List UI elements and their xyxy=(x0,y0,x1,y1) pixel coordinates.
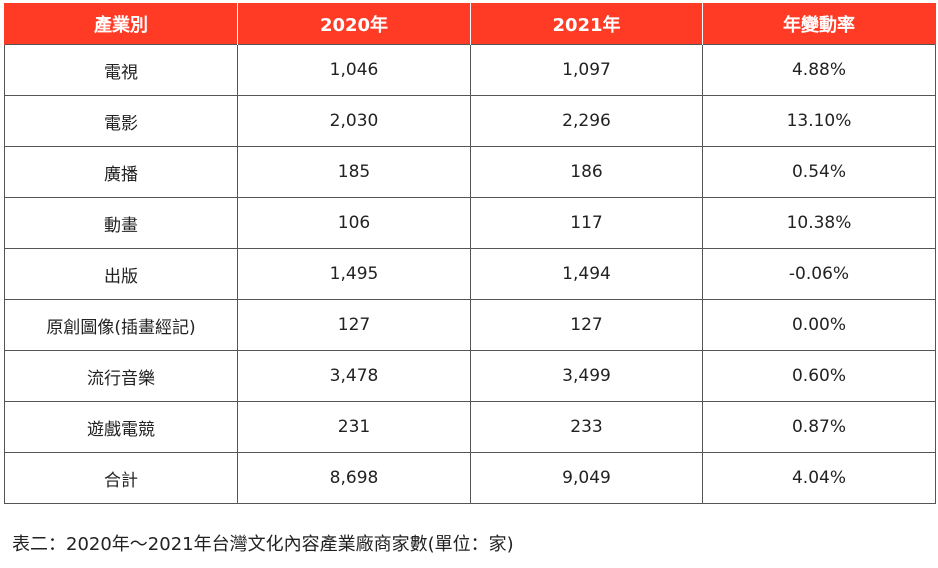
cell-industry: 電影 xyxy=(4,95,238,147)
cell-2020: 106 xyxy=(237,197,471,249)
industry-table: 產業別 2020年 2021年 年變動率 電視 1,046 1,097 4.88… xyxy=(4,3,936,504)
cell-change-rate: 0.00% xyxy=(702,299,936,351)
table-body: 電視 1,046 1,097 4.88% 電影 2,030 2,296 13.1… xyxy=(4,44,936,504)
table-row: 動畫 106 117 10.38% xyxy=(4,197,936,249)
table-row: 遊戲電競 231 233 0.87% xyxy=(4,401,936,453)
header-change-rate: 年變動率 xyxy=(702,3,936,45)
cell-industry: 動畫 xyxy=(4,197,238,249)
cell-change-rate: 13.10% xyxy=(702,95,936,147)
table-caption: 表二：2020年～2021年台灣文化內容產業廠商家數(單位：家) xyxy=(12,534,514,555)
header-industry: 產業別 xyxy=(4,3,238,45)
cell-industry: 電視 xyxy=(4,44,238,96)
cell-2020: 185 xyxy=(237,146,471,198)
cell-industry: 出版 xyxy=(4,248,238,300)
cell-2021: 127 xyxy=(470,299,703,351)
cell-2021: 1,097 xyxy=(470,44,703,96)
cell-industry: 合計 xyxy=(4,452,238,504)
table-row: 原創圖像(插畫經記) 127 127 0.00% xyxy=(4,299,936,351)
cell-2020: 3,478 xyxy=(237,350,471,402)
cell-2021: 1,494 xyxy=(470,248,703,300)
cell-2020: 1,495 xyxy=(237,248,471,300)
table-row-total: 合計 8,698 9,049 4.04% xyxy=(4,452,936,504)
table-row: 流行音樂 3,478 3,499 0.60% xyxy=(4,350,936,402)
cell-2020: 1,046 xyxy=(237,44,471,96)
cell-change-rate: 4.04% xyxy=(702,452,936,504)
cell-2021: 186 xyxy=(470,146,703,198)
table-header: 產業別 2020年 2021年 年變動率 xyxy=(4,3,936,45)
cell-2021: 2,296 xyxy=(470,95,703,147)
header-row: 產業別 2020年 2021年 年變動率 xyxy=(4,3,936,45)
cell-2020: 8,698 xyxy=(237,452,471,504)
header-2021: 2021年 xyxy=(470,3,703,45)
cell-2020: 127 xyxy=(237,299,471,351)
table-row: 電視 1,046 1,097 4.88% xyxy=(4,44,936,96)
cell-2020: 2,030 xyxy=(237,95,471,147)
cell-industry: 廣播 xyxy=(4,146,238,198)
table-row: 出版 1,495 1,494 -0.06% xyxy=(4,248,936,300)
cell-industry: 流行音樂 xyxy=(4,350,238,402)
cell-2021: 9,049 xyxy=(470,452,703,504)
table-row: 電影 2,030 2,296 13.10% xyxy=(4,95,936,147)
cell-2020: 231 xyxy=(237,401,471,453)
cell-2021: 3,499 xyxy=(470,350,703,402)
cell-industry: 原創圖像(插畫經記) xyxy=(4,299,238,351)
table-row: 廣播 185 186 0.54% xyxy=(4,146,936,198)
header-2020: 2020年 xyxy=(237,3,471,45)
cell-change-rate: 4.88% xyxy=(702,44,936,96)
cell-change-rate: 10.38% xyxy=(702,197,936,249)
cell-industry: 遊戲電競 xyxy=(4,401,238,453)
cell-2021: 117 xyxy=(470,197,703,249)
industry-table-container: 產業別 2020年 2021年 年變動率 電視 1,046 1,097 4.88… xyxy=(4,3,936,504)
cell-2021: 233 xyxy=(470,401,703,453)
cell-change-rate: -0.06% xyxy=(702,248,936,300)
cell-change-rate: 0.87% xyxy=(702,401,936,453)
cell-change-rate: 0.60% xyxy=(702,350,936,402)
cell-change-rate: 0.54% xyxy=(702,146,936,198)
